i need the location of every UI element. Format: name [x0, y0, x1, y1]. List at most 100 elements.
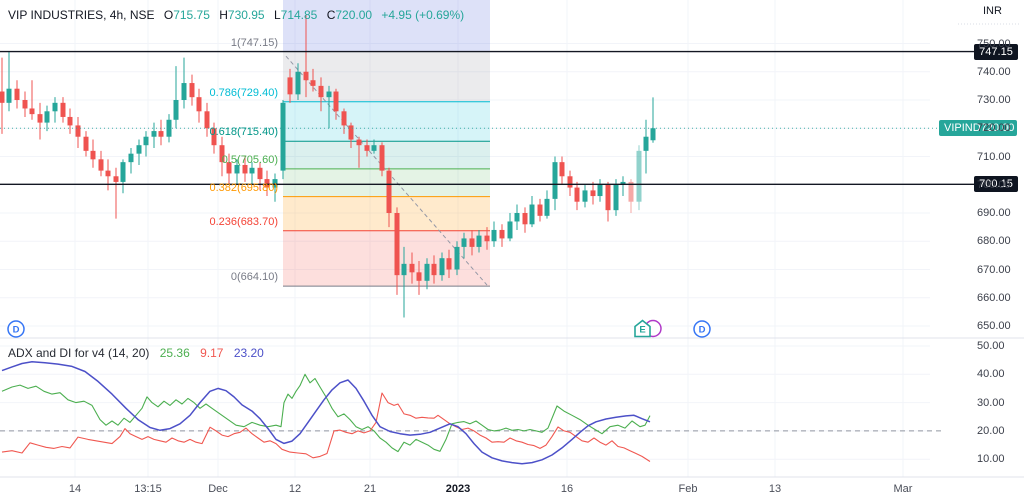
indicator-tick[interactable]: 10.00 [977, 453, 1005, 466]
candle [272, 173, 278, 202]
candle [401, 246, 407, 318]
candle [22, 91, 28, 117]
time-axis-label[interactable]: 21 [363, 483, 377, 495]
candle [364, 139, 370, 157]
candle [394, 207, 400, 295]
candle [454, 241, 460, 276]
indicator-title[interactable]: ADX and DI for v4 (14, 20) [8, 346, 150, 360]
time-axis-label[interactable]: 16 [560, 483, 574, 495]
last-price-symbol: VIPIND [944, 122, 981, 135]
candle [90, 139, 96, 168]
last-price-badge[interactable]: VIPIND 720.00 [939, 120, 1017, 137]
indicator-tick[interactable]: 30.00 [977, 396, 1005, 409]
candle [287, 68, 293, 103]
time-axis-label[interactable]: 13 [768, 483, 782, 495]
candle [643, 119, 649, 174]
fib-label: 0.382(695.80) [209, 181, 279, 194]
candle [219, 136, 225, 177]
adx-value: 23.20 [233, 346, 264, 360]
candle [196, 88, 202, 123]
earnings-event-badge[interactable]: E [632, 318, 662, 339]
candle [83, 131, 89, 157]
dividend-event-badge[interactable]: D [6, 319, 26, 339]
line-price-badge-747[interactable]: 747.15 [974, 43, 1018, 60]
candle [446, 249, 452, 278]
price-tick[interactable]: 670.00 [977, 263, 1011, 276]
earnings-house-icon [634, 319, 651, 338]
candle [552, 156, 558, 211]
price-tick[interactable]: 750.00 [977, 37, 1011, 50]
candle [0, 57, 5, 134]
earnings-letter: E [639, 325, 645, 336]
candle [559, 156, 565, 185]
indicator-tick[interactable]: 40.00 [977, 368, 1005, 381]
candle [326, 85, 332, 129]
indicator-series--DI [1, 392, 651, 462]
candle [189, 74, 195, 106]
dividend-event-badge[interactable]: D [692, 319, 712, 339]
ohlc-low-label: L [273, 8, 281, 22]
candle [264, 170, 270, 197]
time-axis-label[interactable]: 2023 [445, 483, 471, 495]
ohlc-close-value: 720.00 [335, 8, 373, 22]
time-axis-label[interactable]: 13:15 [134, 483, 162, 495]
candle [226, 153, 232, 185]
price-tick[interactable]: 700.00 [977, 178, 1011, 191]
candle [371, 139, 377, 154]
ohlc-low-value: 714.85 [280, 8, 318, 22]
candle [582, 184, 588, 208]
price-tick[interactable]: 730.00 [977, 94, 1011, 106]
price-tick[interactable]: 740.00 [977, 65, 1011, 78]
fib-label: 0.786(729.40) [209, 86, 279, 99]
time-axis-label[interactable]: 12 [288, 483, 302, 495]
candle [242, 156, 248, 182]
candle [439, 252, 445, 281]
candle [544, 190, 550, 219]
ohlc-open-label: O [163, 8, 174, 22]
price-tick[interactable]: 710.00 [977, 150, 1011, 163]
line-price-badge-700[interactable]: 700.15 [974, 176, 1018, 193]
fib-label: 0(664.10) [230, 271, 278, 284]
dividend-circle-icon [7, 320, 25, 338]
time-axis-label[interactable]: Mar [893, 483, 913, 495]
candle [52, 97, 58, 123]
symbol-title[interactable]: VIP INDUSTRIES, 4h, NSE [8, 8, 155, 22]
indicator-series-ADX [1, 361, 651, 465]
indicator-tick[interactable]: 20.00 [977, 424, 1005, 437]
last-price-value: 720.00 [980, 122, 1015, 135]
candle [469, 229, 475, 256]
time-axis-label[interactable]: Feb [678, 483, 698, 495]
candle [60, 97, 66, 123]
dividend-letter: D [699, 325, 706, 336]
price-tick[interactable]: 650.00 [977, 320, 1011, 332]
candle [257, 162, 263, 191]
fib-zone [283, 51, 490, 102]
fib-zone [283, 101, 490, 142]
price-tick[interactable]: 680.00 [977, 235, 1011, 248]
candle [484, 227, 490, 250]
price-tick[interactable]: 690.00 [977, 207, 1011, 219]
candle [613, 179, 619, 216]
candle [120, 159, 126, 194]
plus-di-value: 25.36 [159, 346, 190, 360]
candle [529, 196, 535, 228]
time-axis-label[interactable]: 14 [68, 483, 82, 495]
price-tick[interactable]: 660.00 [977, 291, 1011, 304]
change-value: +4.95 (+0.69%) [381, 8, 465, 22]
candle [424, 258, 430, 290]
candle [6, 51, 12, 112]
candle [280, 100, 286, 180]
indicator-tick[interactable]: 50.00 [977, 340, 1005, 352]
candle [620, 176, 626, 197]
candle [234, 159, 240, 185]
time-axis-label[interactable]: Dec [208, 483, 228, 495]
candle [333, 88, 339, 120]
candle [348, 122, 354, 149]
fib-label: 0.618(715.40) [209, 126, 279, 139]
candle [29, 80, 35, 120]
ohlc-high-value: 730.95 [227, 8, 265, 22]
price-tick[interactable]: 720.00 [977, 122, 1011, 135]
fib-zone [283, 141, 490, 169]
candle [249, 162, 255, 185]
